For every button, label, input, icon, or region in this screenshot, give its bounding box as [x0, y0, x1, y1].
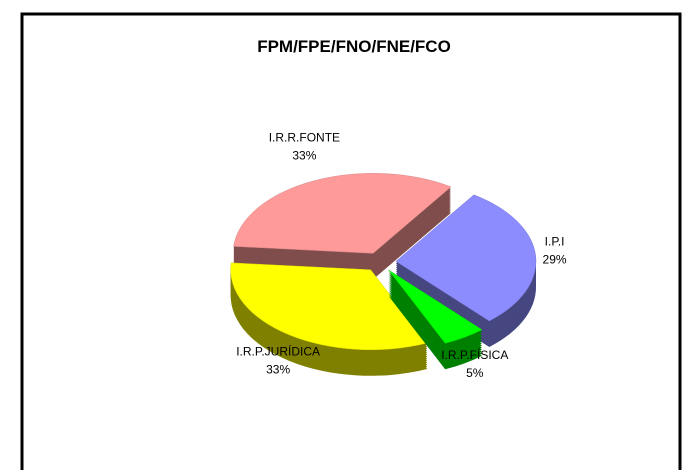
- data-label-value: 29%: [543, 252, 567, 266]
- data-label-name: I.P.I: [545, 234, 565, 248]
- data-label-name: I.R.R.FONTE: [269, 130, 340, 144]
- data-label-value: 5%: [466, 366, 484, 380]
- chart-title: FPM/FPE/FNO/FNE/FCO: [257, 37, 451, 56]
- chart-frame: [20, 12, 682, 470]
- slice: [395, 194, 537, 322]
- data-label-value: 33%: [266, 363, 290, 377]
- data-label-value: 33%: [292, 148, 316, 162]
- data-label-name: I.R.P.FÍSICA: [441, 347, 508, 362]
- slice: [233, 173, 452, 254]
- slice: [388, 269, 483, 344]
- data-label-name: I.R.P.JURÍDICA: [236, 344, 320, 359]
- slice: [230, 262, 428, 351]
